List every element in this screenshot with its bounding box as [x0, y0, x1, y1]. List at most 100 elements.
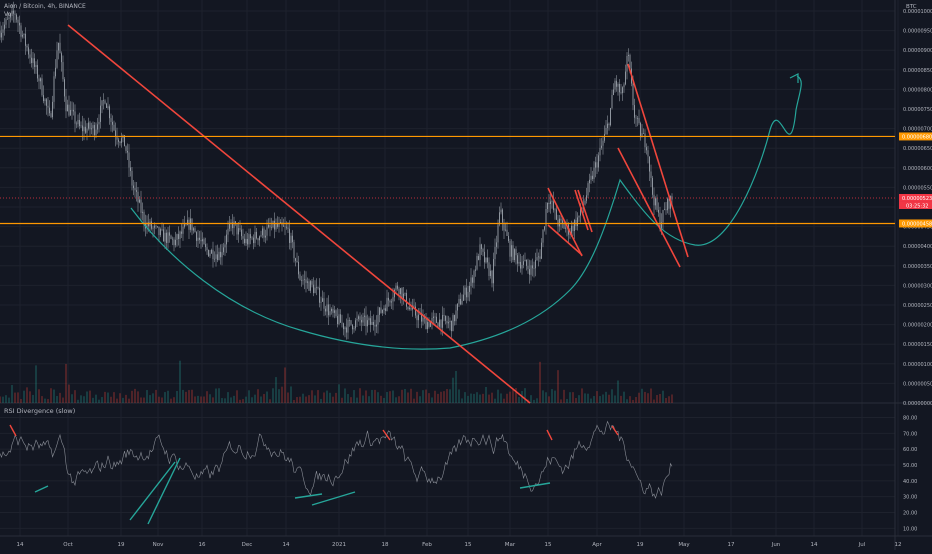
candle-body: [23, 33, 25, 35]
candle-body: [139, 199, 140, 203]
candle-body: [106, 103, 107, 108]
candle-body: [578, 215, 580, 218]
candle-body: [542, 229, 544, 243]
candle-body: [562, 220, 563, 224]
volume-bar: [80, 395, 82, 403]
candle-body: [2, 29, 4, 33]
candle-body: [613, 89, 614, 95]
candle-body: [523, 261, 524, 265]
volume-bar: [263, 394, 265, 403]
candle-body: [619, 83, 620, 93]
time-tick-label: Dec: [242, 542, 253, 548]
candle-body: [421, 313, 422, 322]
candle-body: [439, 319, 440, 327]
candle-body: [29, 54, 31, 58]
candle-body: [625, 71, 626, 85]
candle-body: [529, 269, 530, 275]
candle-body: [97, 124, 98, 130]
rsi-bullish-divergence: [519, 482, 551, 489]
price-tick-label: 0.00000050: [903, 381, 932, 387]
candle-body: [128, 152, 130, 168]
candle-body: [382, 309, 383, 313]
candle-body: [251, 237, 253, 239]
time-tick-label: May: [678, 542, 690, 548]
candle-body: [605, 128, 607, 135]
candle-body: [470, 277, 472, 286]
volume-bar: [74, 390, 76, 403]
candle-body: [26, 45, 28, 48]
candle-body: [449, 320, 451, 323]
volume-bar: [35, 365, 37, 403]
trendline: [547, 224, 583, 256]
volume-bar: [593, 396, 595, 403]
rsi-bullish-divergence: [147, 457, 181, 525]
candle-body: [385, 308, 386, 311]
volume-bar: [365, 390, 367, 403]
candle-body: [124, 135, 125, 147]
candle-body: [518, 261, 520, 264]
volume-bar: [284, 367, 286, 403]
candle-body: [217, 254, 218, 261]
volume-bar: [209, 394, 211, 403]
time-tick-label: Mar: [505, 542, 516, 548]
volume-bar: [44, 398, 46, 403]
candle-body: [67, 104, 68, 112]
candle-body: [188, 219, 190, 230]
volume-bar: [341, 397, 343, 403]
candle-body: [596, 162, 598, 168]
volume-bar: [644, 391, 646, 403]
volume-bar: [416, 391, 418, 403]
candle-body: [13, 10, 14, 14]
volume-bar: [356, 397, 358, 403]
candle-body: [280, 222, 281, 224]
volume-bar: [497, 389, 499, 403]
rsi-bearish-divergence: [9, 424, 17, 437]
candle-body: [541, 242, 542, 259]
volume-bar: [509, 391, 511, 403]
candle-body: [652, 177, 653, 195]
candle-body: [239, 228, 241, 230]
volume-bar: [338, 384, 340, 403]
candle-body: [532, 265, 533, 269]
candle-body: [299, 274, 301, 281]
candle-body: [332, 308, 334, 313]
candle-body: [278, 223, 280, 227]
candle-body: [104, 100, 106, 104]
candle-body: [616, 80, 617, 87]
rsi-bullish-divergence: [294, 493, 323, 499]
volume-bar: [119, 393, 121, 403]
volume-bar: [230, 397, 232, 403]
candle-body: [643, 133, 644, 134]
price-tick-label: 0.00000400: [903, 244, 932, 250]
price-tick-label: 0.00000550: [903, 185, 932, 191]
volume-bar: [554, 390, 556, 403]
volume-bar: [590, 398, 592, 403]
candle-body: [214, 258, 215, 260]
candle-body: [629, 55, 631, 69]
candle-body: [212, 249, 214, 260]
candle-body: [425, 318, 427, 330]
candle-body: [109, 106, 110, 119]
trendline: [67, 24, 531, 404]
rsi-line: [0, 420, 673, 499]
candle-body: [463, 294, 464, 301]
volume-bar: [413, 398, 415, 403]
candle-body: [338, 314, 340, 325]
candle-body: [647, 150, 649, 157]
volume-bar: [398, 396, 400, 403]
candle-body: [554, 209, 556, 211]
candle-body: [394, 289, 395, 298]
volume-bar: [656, 395, 658, 403]
candle-body: [44, 99, 46, 102]
price-tick-label: 0.00001000: [903, 9, 932, 15]
rsi-bullish-divergence: [34, 485, 49, 493]
candle-body: [16, 14, 17, 20]
price-tick-label: 0.00000900: [903, 48, 932, 54]
candle-body: [611, 94, 613, 108]
rsi-tick-label: 80.00: [903, 416, 917, 422]
candle-body: [592, 175, 593, 180]
candle-body: [667, 198, 668, 211]
time-tick-label: Nov: [153, 542, 164, 548]
candle-body: [422, 317, 424, 322]
